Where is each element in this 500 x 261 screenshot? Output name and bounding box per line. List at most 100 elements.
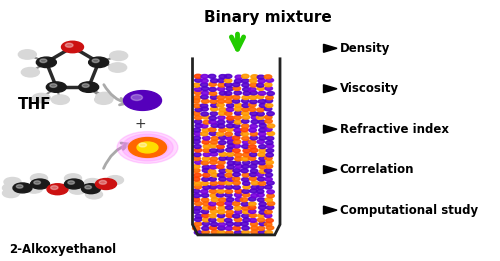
Circle shape — [251, 194, 258, 198]
Circle shape — [200, 132, 208, 136]
Circle shape — [210, 79, 218, 83]
Circle shape — [202, 128, 209, 132]
Circle shape — [234, 91, 241, 95]
Circle shape — [208, 169, 216, 173]
Circle shape — [258, 227, 265, 230]
Circle shape — [267, 92, 274, 96]
Circle shape — [224, 218, 232, 222]
Circle shape — [248, 202, 256, 206]
Circle shape — [265, 173, 272, 177]
Circle shape — [194, 202, 202, 206]
Polygon shape — [324, 206, 337, 214]
Circle shape — [202, 222, 210, 226]
Circle shape — [211, 173, 218, 177]
Polygon shape — [324, 44, 337, 52]
Circle shape — [266, 206, 274, 210]
Circle shape — [266, 104, 273, 108]
Circle shape — [226, 127, 234, 131]
Circle shape — [202, 173, 210, 177]
Circle shape — [96, 179, 116, 189]
Circle shape — [226, 210, 234, 214]
Circle shape — [194, 206, 202, 210]
Circle shape — [226, 185, 233, 189]
Circle shape — [218, 111, 226, 115]
Circle shape — [225, 226, 232, 230]
Circle shape — [242, 206, 249, 210]
Circle shape — [202, 193, 209, 197]
Circle shape — [84, 179, 101, 187]
Circle shape — [248, 103, 256, 107]
Circle shape — [210, 185, 217, 189]
Circle shape — [217, 185, 224, 189]
Circle shape — [242, 87, 250, 91]
Circle shape — [233, 144, 240, 148]
Circle shape — [267, 201, 274, 205]
Circle shape — [64, 174, 82, 183]
Circle shape — [68, 181, 74, 184]
Circle shape — [234, 140, 241, 144]
Circle shape — [266, 218, 274, 222]
Circle shape — [242, 111, 249, 115]
Circle shape — [256, 95, 264, 99]
Circle shape — [2, 189, 20, 198]
Circle shape — [195, 108, 202, 112]
Polygon shape — [324, 166, 337, 174]
Circle shape — [226, 124, 234, 128]
Circle shape — [201, 112, 208, 116]
Circle shape — [36, 57, 56, 68]
Circle shape — [259, 169, 266, 173]
Circle shape — [225, 95, 232, 99]
Circle shape — [50, 84, 57, 87]
Circle shape — [219, 157, 226, 161]
Circle shape — [251, 161, 258, 164]
Circle shape — [194, 185, 202, 189]
Circle shape — [234, 157, 242, 161]
Circle shape — [232, 95, 240, 99]
Circle shape — [219, 136, 226, 140]
Circle shape — [250, 226, 258, 230]
Circle shape — [194, 217, 202, 221]
Circle shape — [218, 79, 225, 82]
Circle shape — [248, 145, 256, 149]
Circle shape — [225, 132, 232, 136]
Circle shape — [224, 74, 232, 78]
Circle shape — [240, 222, 248, 226]
Circle shape — [266, 226, 274, 230]
Circle shape — [201, 107, 208, 111]
Circle shape — [250, 189, 257, 193]
Circle shape — [218, 99, 225, 103]
Circle shape — [242, 230, 250, 234]
Circle shape — [232, 83, 240, 87]
Circle shape — [218, 218, 225, 222]
Circle shape — [267, 132, 274, 135]
Circle shape — [94, 95, 112, 104]
Circle shape — [242, 164, 249, 168]
Circle shape — [4, 177, 21, 186]
Circle shape — [242, 96, 250, 99]
Circle shape — [258, 128, 266, 132]
Circle shape — [201, 161, 208, 165]
Circle shape — [69, 185, 86, 194]
Circle shape — [234, 218, 241, 222]
Circle shape — [234, 120, 242, 124]
Circle shape — [264, 83, 272, 87]
Circle shape — [124, 91, 162, 110]
Polygon shape — [324, 85, 337, 93]
Circle shape — [226, 198, 234, 201]
Circle shape — [234, 111, 242, 115]
Circle shape — [265, 198, 272, 202]
Circle shape — [259, 222, 266, 226]
Circle shape — [99, 180, 106, 184]
Circle shape — [264, 222, 272, 226]
Circle shape — [242, 79, 249, 83]
Circle shape — [225, 99, 232, 103]
Circle shape — [194, 222, 202, 226]
Circle shape — [200, 104, 208, 108]
Circle shape — [250, 218, 257, 222]
Circle shape — [224, 83, 232, 87]
Circle shape — [194, 153, 201, 157]
Circle shape — [250, 100, 257, 104]
Circle shape — [194, 160, 202, 164]
Circle shape — [243, 185, 250, 189]
Circle shape — [256, 193, 264, 197]
